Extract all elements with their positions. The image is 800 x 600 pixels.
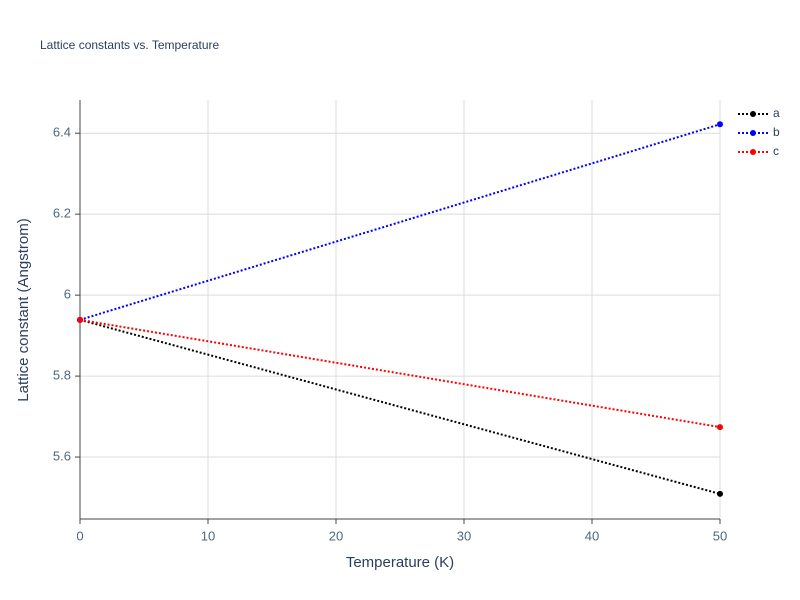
x-tick-label: 10	[201, 528, 215, 543]
legend-label: b	[773, 125, 780, 139]
legend-marker	[750, 111, 756, 117]
x-axis-title: Temperature (K)	[346, 554, 454, 571]
x-tick-label: 40	[585, 528, 599, 543]
y-tick-label: 6.2	[53, 206, 71, 221]
point	[77, 316, 83, 323]
y-axis-title: Lattice constant (Angstrom)	[15, 218, 32, 401]
legend-marker	[750, 149, 756, 155]
x-tick-label: 0	[76, 528, 83, 543]
legend-marker	[750, 130, 756, 136]
y-tick-label: 5.8	[53, 368, 71, 383]
x-tick-label: 20	[329, 528, 343, 543]
x-tick-label: 30	[457, 528, 471, 543]
series-line	[79, 318, 721, 429]
y-tick-label: 6	[64, 287, 71, 302]
point	[717, 490, 723, 497]
point	[717, 121, 723, 128]
series-line	[79, 123, 721, 321]
point	[717, 424, 723, 431]
legend-label: c	[773, 144, 779, 158]
y-tick-label: 6.4	[53, 125, 71, 140]
legend-label: a	[773, 106, 780, 120]
x-tick-label: 50	[713, 528, 727, 543]
chart-title: Lattice constants vs. Temperature	[40, 38, 220, 52]
series-line	[79, 318, 721, 495]
y-tick-label: 5.6	[53, 448, 71, 463]
